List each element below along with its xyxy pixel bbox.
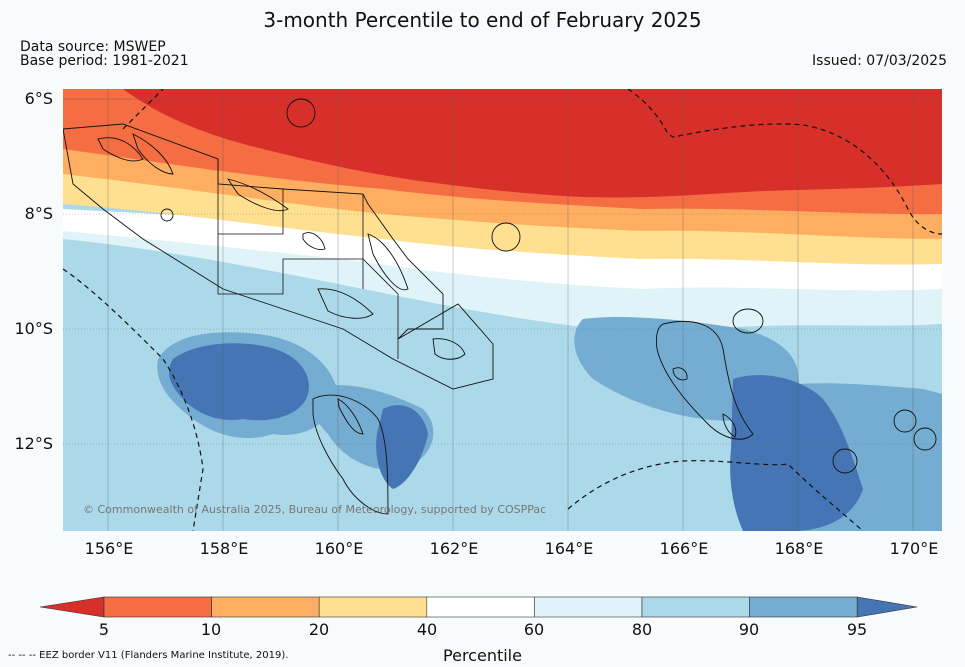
colorbar-segment: [40, 596, 105, 618]
patch-above-95-east: [730, 375, 863, 531]
patch-above-95-south: [376, 405, 428, 489]
issued-date: Issued: 07/03/2025: [812, 53, 947, 69]
lat-label-8s: 8°S: [24, 204, 53, 223]
island-coastlines: [97, 98, 937, 474]
lon-label-168e: 168°E: [774, 539, 824, 558]
cb-tick-20: 20: [308, 620, 330, 639]
colorbar-segment: [749, 596, 858, 618]
base-period-label: Base period: 1981-2021: [20, 53, 189, 69]
percentile-map[interactable]: [63, 89, 942, 531]
cb-tick-5: 5: [98, 620, 110, 639]
cb-tick-60: 60: [523, 620, 545, 639]
lon-label-166e: 166°E: [659, 539, 709, 558]
cb-tick-40: 40: [416, 620, 438, 639]
cb-tick-90: 90: [738, 620, 760, 639]
colorbar-segment: [211, 596, 320, 618]
rennell-outline: [312, 394, 389, 515]
lon-label-170e: 170°E: [889, 539, 939, 558]
cb-tick-80: 80: [631, 620, 653, 639]
lat-label-12s: 12°S: [14, 434, 53, 453]
lat-label-10s: 10°S: [14, 319, 53, 338]
eez-inner-box-1: [217, 159, 284, 235]
band-below-5: [123, 89, 942, 198]
lon-label-162e: 162°E: [429, 539, 479, 558]
map-title: 3-month Percentile to end of February 20…: [263, 8, 702, 32]
graticule: [63, 89, 942, 531]
colorbar-title: Percentile: [443, 646, 522, 665]
copyright-notice: © Commonwealth of Australia 2025, Bureau…: [83, 503, 547, 516]
colorbar-segment: [426, 596, 535, 618]
temotu-outline: [655, 321, 754, 440]
colorbar-segment: [318, 596, 428, 618]
colorbar: [40, 596, 918, 618]
patch-above-95-west: [169, 343, 309, 421]
eez-legend-note: -- -- -- EEZ border V11 (Flanders Marine…: [8, 650, 289, 661]
lon-label-158e: 158°E: [199, 539, 249, 558]
colorbar-segment: [856, 596, 918, 618]
lon-label-160e: 160°E: [314, 539, 364, 558]
eez-inner-box-3: [362, 194, 399, 359]
colorbar-segments: [40, 596, 918, 618]
lat-label-6s: 6°S: [24, 89, 53, 108]
eez-borders: [63, 89, 942, 531]
cb-tick-95: 95: [846, 620, 868, 639]
colorbar-segment: [641, 596, 750, 618]
data-source-info: Data source: MSWEP Base period: 1981-202…: [20, 40, 189, 68]
colorbar-segment: [534, 596, 643, 618]
lon-label-164e: 164°E: [544, 539, 594, 558]
data-source-label: Data source: MSWEP: [20, 39, 166, 55]
lon-label-156e: 156°E: [84, 539, 134, 558]
cb-tick-10: 10: [200, 620, 222, 639]
colorbar-segment: [103, 596, 212, 618]
eez-inner-box-2: [217, 234, 364, 295]
